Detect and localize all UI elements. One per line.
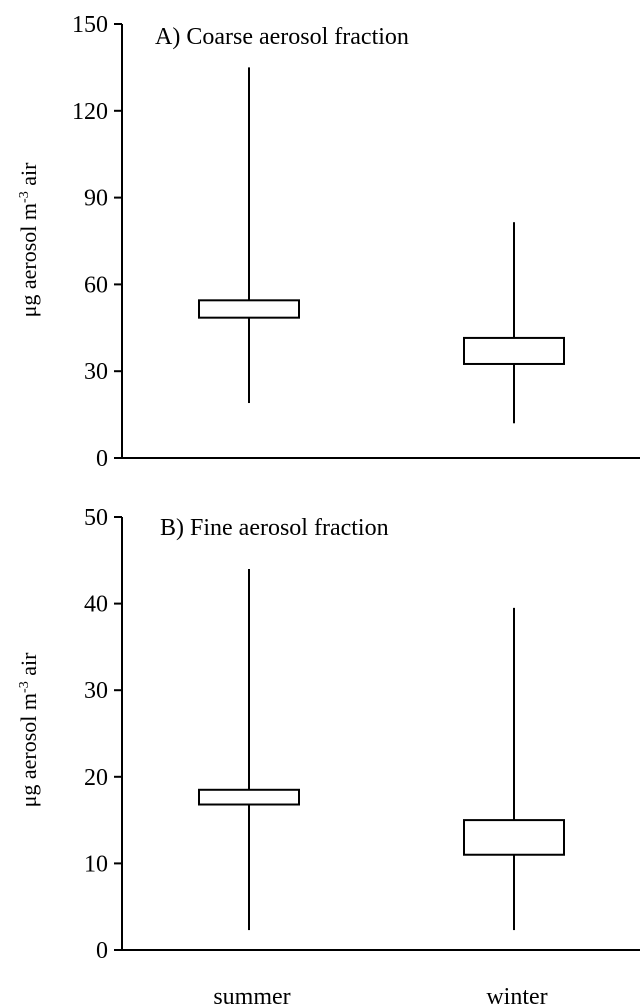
y-tick-label: 120	[72, 99, 108, 125]
y-tick-label: 30	[84, 678, 108, 704]
y-axis-label-part: μg aerosol m	[16, 203, 41, 317]
y-axis-label: μg aerosol m-3 air	[16, 162, 41, 317]
y-tick-label: 90	[84, 186, 108, 212]
x-tick-label: winter	[486, 984, 547, 1006]
y-tick-label: 30	[84, 359, 108, 385]
y-axis-label-part: air	[16, 162, 41, 191]
y-axis-label-part: air	[16, 652, 41, 681]
y-tick-label: 20	[84, 765, 108, 791]
y-axis-label-part: -3	[17, 191, 32, 203]
y-axis-label: μg aerosol m-3 air	[16, 652, 41, 807]
box	[198, 299, 300, 319]
y-tick-label: 50	[84, 505, 108, 531]
y-tick-label: 0	[96, 938, 108, 964]
y-axis-label-part: -3	[17, 681, 32, 693]
box	[463, 819, 565, 856]
x-tick-label: summer	[213, 984, 290, 1006]
y-tick-label: 150	[72, 12, 108, 38]
y-tick-label: 10	[84, 851, 108, 877]
y-tick-label: 40	[84, 592, 108, 618]
box	[198, 788, 300, 806]
box	[463, 336, 565, 365]
y-tick-label: 0	[96, 446, 108, 472]
y-axis-label-part: μg aerosol m	[16, 693, 41, 807]
chart-title: B) Fine aerosol fraction	[160, 515, 389, 541]
y-tick-label: 60	[84, 272, 108, 298]
chart-title: A) Coarse aerosol fraction	[155, 24, 409, 50]
